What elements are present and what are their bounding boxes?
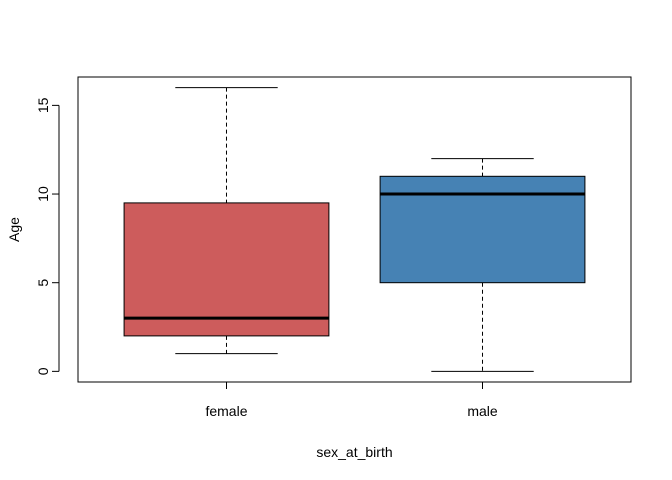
y-tick-label: 5 <box>35 279 51 287</box>
x-tick-label: female <box>205 403 247 419</box>
box-male <box>379 158 586 372</box>
x-tick-label: male <box>467 403 498 419</box>
box-body <box>123 202 330 337</box>
x-axis: female male <box>205 381 498 419</box>
y-tick-label: 10 <box>35 186 51 202</box>
box-female <box>123 87 330 355</box>
box-body <box>379 175 586 284</box>
x-axis-title: sex_at_birth <box>316 444 392 460</box>
y-tick-label: 15 <box>35 97 51 113</box>
boxes-layer <box>123 87 586 372</box>
y-axis: 0 5 10 15 <box>35 97 60 375</box>
y-tick-label: 0 <box>35 367 51 375</box>
y-axis-title: Age <box>6 217 22 242</box>
